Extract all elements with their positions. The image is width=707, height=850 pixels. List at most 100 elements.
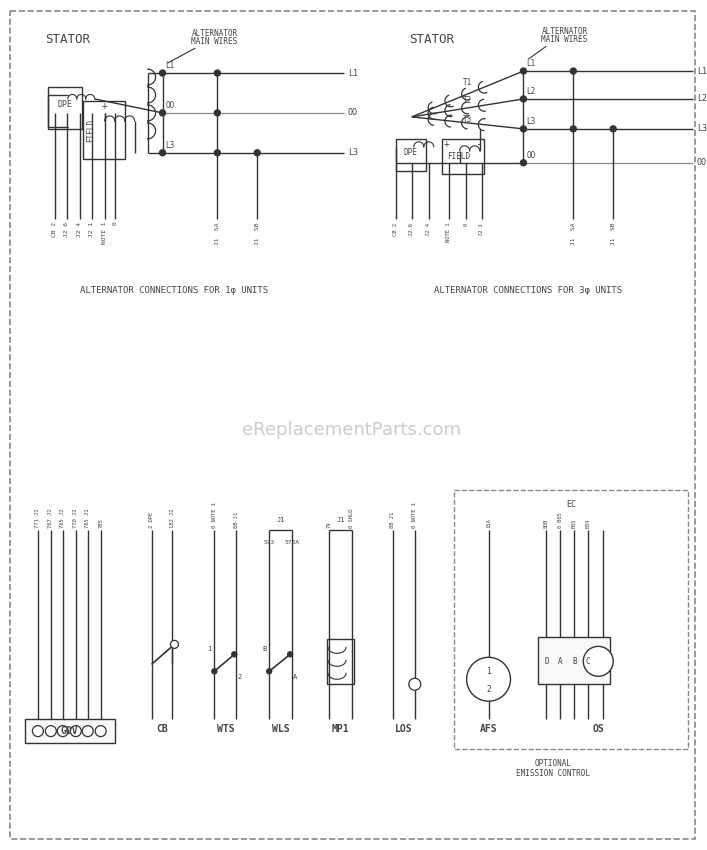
Text: 2: 2	[237, 674, 241, 680]
Bar	[327, 639, 354, 684]
Text: DPE: DPE	[404, 148, 418, 157]
Text: ALTERNATOR: ALTERNATOR	[542, 26, 588, 36]
Text: B: B	[572, 657, 577, 666]
Text: ALTERNATOR: ALTERNATOR	[192, 29, 238, 37]
Text: J1  SB: J1 SB	[255, 223, 259, 245]
Circle shape	[520, 160, 527, 166]
Text: 8DB: 8DB	[544, 518, 549, 528]
Text: B05: B05	[572, 518, 577, 528]
Text: 573A: 573A	[285, 540, 300, 545]
Text: L3: L3	[348, 148, 358, 157]
Text: GOV: GOV	[61, 726, 78, 736]
Text: 767 J2: 767 J2	[48, 508, 53, 528]
Text: T2: T2	[463, 96, 472, 105]
Text: 0: 0	[463, 223, 468, 226]
Circle shape	[267, 669, 271, 674]
Text: OO: OO	[348, 109, 358, 117]
Text: J2 4: J2 4	[77, 222, 82, 236]
Text: LOS: LOS	[395, 724, 413, 734]
Text: STATOR: STATOR	[409, 32, 454, 46]
Circle shape	[520, 68, 527, 74]
Circle shape	[214, 110, 221, 116]
Text: CB: CB	[156, 724, 168, 734]
Circle shape	[70, 726, 81, 737]
Text: FIELD: FIELD	[447, 152, 470, 162]
Text: J1: J1	[337, 517, 345, 523]
Text: ALTERNATOR CONNECTIONS FOR 1φ UNITS: ALTERNATOR CONNECTIONS FOR 1φ UNITS	[81, 286, 269, 295]
Text: 0 NOTE 1: 0 NOTE 1	[212, 502, 217, 528]
Text: J1  SA: J1 SA	[571, 223, 575, 245]
Circle shape	[160, 70, 165, 76]
Text: T3: T3	[463, 116, 472, 124]
Text: OO: OO	[527, 150, 536, 160]
Circle shape	[520, 96, 527, 102]
Text: 2 DPE: 2 DPE	[149, 512, 154, 528]
Bar	[442, 139, 484, 173]
Text: NOTE 1: NOTE 1	[103, 222, 107, 244]
Text: +: +	[444, 139, 450, 149]
Text: L1: L1	[697, 66, 707, 76]
Text: 0: 0	[112, 222, 117, 225]
Circle shape	[232, 652, 237, 657]
Bar	[25, 719, 115, 743]
Text: B04: B04	[586, 518, 591, 528]
Text: OPTIONAL
EMISSION CONTROL: OPTIONAL EMISSION CONTROL	[516, 759, 590, 779]
Text: ALTERNATOR CONNECTIONS FOR 3φ UNITS: ALTERNATOR CONNECTIONS FOR 3φ UNITS	[434, 286, 622, 295]
Text: OO: OO	[697, 158, 707, 167]
Circle shape	[82, 726, 93, 737]
Text: 2: 2	[486, 685, 491, 694]
Circle shape	[45, 726, 57, 737]
Text: J2 6: J2 6	[64, 222, 69, 236]
Text: L2: L2	[527, 87, 536, 96]
Text: L3: L3	[165, 141, 175, 150]
Text: L1: L1	[165, 61, 175, 70]
Circle shape	[214, 150, 221, 156]
Text: A: A	[558, 657, 563, 666]
Text: OO: OO	[165, 101, 175, 110]
Text: NOTE 1: NOTE 1	[446, 223, 451, 242]
Text: L1: L1	[527, 59, 536, 68]
Text: 15A: 15A	[486, 518, 491, 528]
Circle shape	[214, 70, 221, 76]
Text: A: A	[293, 674, 297, 680]
Text: B: B	[262, 646, 267, 652]
Text: L3: L3	[697, 124, 707, 133]
Text: 6B J1: 6B J1	[234, 512, 239, 528]
Circle shape	[255, 150, 260, 156]
Circle shape	[467, 657, 510, 701]
Text: 182 J2: 182 J2	[170, 508, 175, 528]
Text: DPE: DPE	[58, 100, 73, 110]
Text: 0 SHLD: 0 SHLD	[349, 508, 354, 528]
Circle shape	[520, 126, 527, 132]
Text: eReplacementParts.com: eReplacementParts.com	[243, 421, 462, 439]
Text: J1  SA: J1 SA	[215, 223, 220, 245]
Text: MAIN WIRES: MAIN WIRES	[192, 37, 238, 46]
Circle shape	[170, 640, 178, 649]
Circle shape	[571, 126, 576, 132]
Text: L1: L1	[348, 69, 358, 77]
Circle shape	[610, 126, 617, 132]
Circle shape	[160, 150, 165, 156]
Circle shape	[288, 652, 293, 657]
Text: FIELD: FIELD	[86, 119, 95, 143]
Text: D: D	[544, 657, 549, 666]
Text: 1: 1	[486, 666, 491, 676]
Text: J2 4: J2 4	[426, 223, 431, 235]
Text: STATOR: STATOR	[45, 32, 90, 46]
Text: MP1: MP1	[332, 724, 349, 734]
Text: J2 1: J2 1	[479, 223, 484, 235]
Text: C: C	[586, 657, 590, 666]
Circle shape	[33, 726, 43, 737]
Circle shape	[571, 68, 576, 74]
Circle shape	[409, 678, 421, 690]
Text: L3: L3	[527, 117, 536, 126]
Bar	[454, 490, 688, 749]
Text: J2 6: J2 6	[409, 223, 414, 235]
Text: 8B J1: 8B J1	[390, 512, 395, 528]
Text: J1: J1	[276, 517, 285, 523]
Text: 785: 785	[98, 518, 103, 528]
Circle shape	[95, 726, 106, 737]
Circle shape	[212, 669, 217, 674]
Text: 1: 1	[207, 646, 211, 652]
Text: 0 B05: 0 B05	[558, 512, 563, 528]
